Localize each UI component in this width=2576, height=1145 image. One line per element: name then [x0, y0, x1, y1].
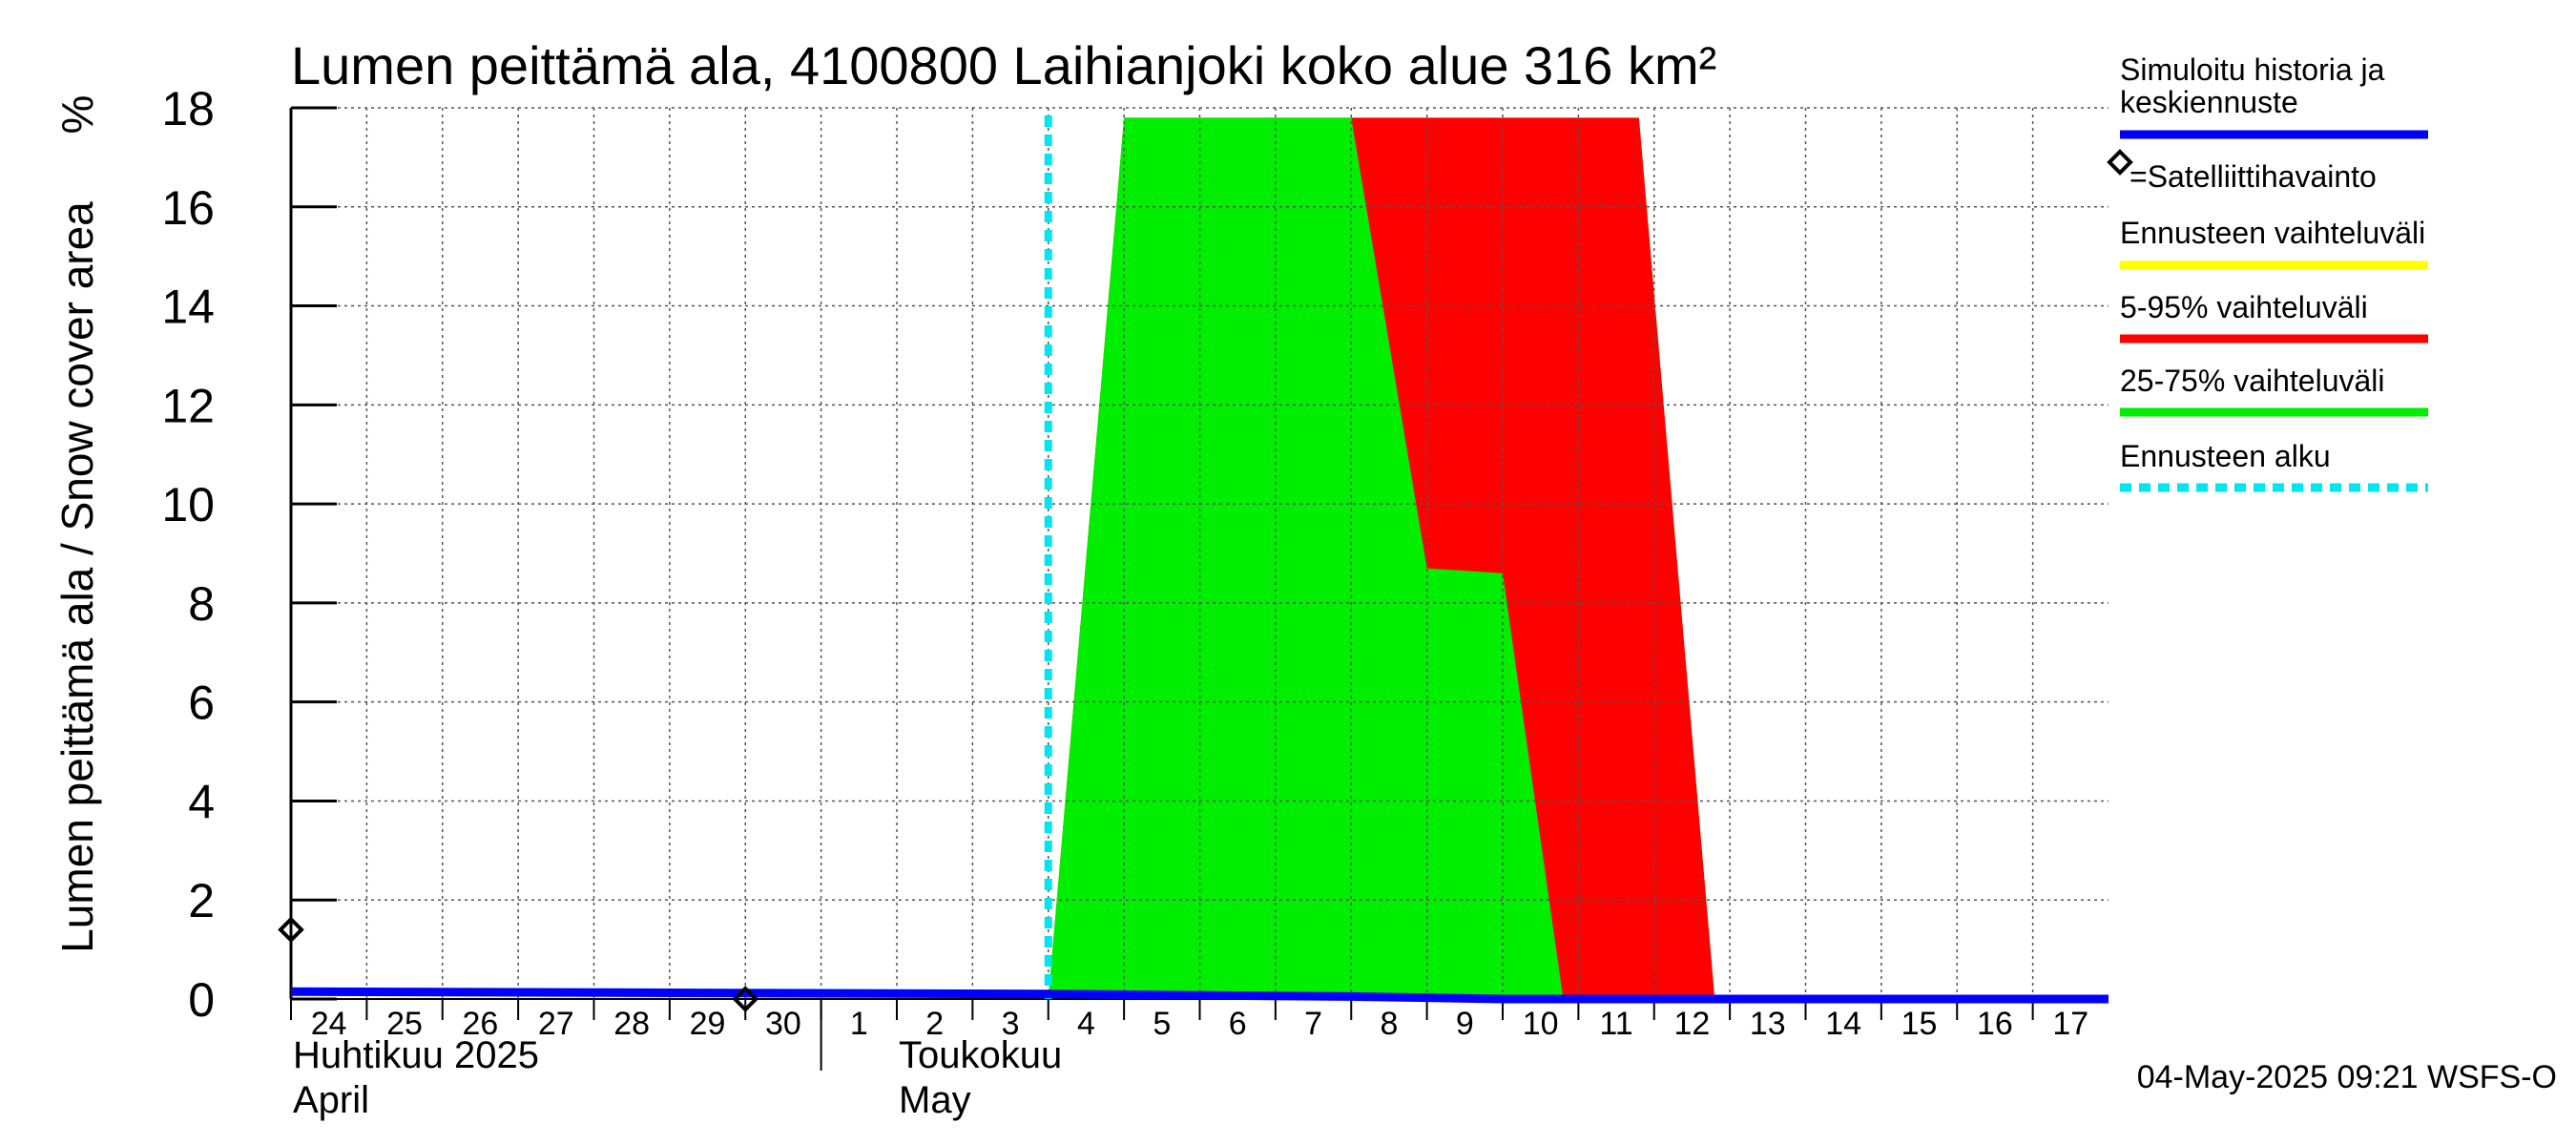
- month-sublabel-1: May: [899, 1079, 971, 1121]
- x-tick-label-20: 14: [1825, 1006, 1861, 1042]
- satellite-observation-0: [278, 916, 304, 944]
- legend-swatch-1: [2107, 149, 2133, 176]
- legend-label-0-line1: Simuloitu historia ja: [2120, 52, 2385, 87]
- month-label-0: Huhtikuu 2025: [293, 1034, 539, 1076]
- y-tick-label-6: 12: [161, 379, 215, 432]
- timestamp: 04-May-2025 09:21 WSFS-O: [2137, 1059, 2557, 1095]
- satellite-observation-1: [732, 986, 759, 1012]
- x-tick-label-9: 3: [1002, 1006, 1020, 1042]
- y-tick-label-0: 0: [188, 973, 215, 1027]
- legend-label-4: 25-75% vaihteluväli: [2120, 364, 2385, 398]
- y-axis-label: Lumen peittämä ala / Snow cover area: [52, 201, 102, 953]
- x-tick-label-10: 4: [1077, 1006, 1095, 1042]
- x-tick-label-17: 11: [1599, 1006, 1632, 1042]
- x-tick-label-1: 25: [386, 1006, 423, 1042]
- band-2: [1048, 117, 1564, 999]
- x-tick-label-8: 2: [925, 1006, 944, 1042]
- x-tick-label-13: 7: [1304, 1006, 1322, 1042]
- chart-title: Lumen peittämä ala, 4100800 Laihianjoki …: [291, 35, 1716, 95]
- x-tick-label-21: 15: [1901, 1006, 1938, 1042]
- y-tick-label-3: 6: [188, 677, 215, 730]
- month-label-1: Toukokuu: [899, 1034, 1062, 1076]
- y-tick-label-5: 10: [161, 478, 215, 531]
- legend-label-2: Ennusteen vaihteluväli: [2120, 216, 2425, 250]
- y-tick-label-8: 16: [161, 181, 215, 235]
- x-tick-label-3: 27: [538, 1006, 574, 1042]
- x-tick-label-16: 10: [1523, 1006, 1559, 1042]
- x-tick-label-2: 26: [463, 1006, 499, 1042]
- y-axis-unit: %: [52, 95, 102, 135]
- month-sublabel-0: April: [293, 1079, 369, 1121]
- x-tick-label-0: 24: [311, 1006, 347, 1042]
- x-tick-label-11: 5: [1153, 1006, 1171, 1042]
- y-tick-label-1: 2: [188, 874, 215, 927]
- x-tick-label-14: 8: [1380, 1006, 1398, 1042]
- x-tick-label-7: 1: [850, 1006, 868, 1042]
- y-tick-label-7: 14: [161, 281, 215, 334]
- x-tick-label-23: 17: [2052, 1006, 2088, 1042]
- legend-label-3: 5-95% vaihteluväli: [2120, 290, 2368, 324]
- x-tick-label-18: 12: [1674, 1006, 1711, 1042]
- x-tick-label-4: 28: [613, 1006, 650, 1042]
- x-tick-label-6: 30: [765, 1006, 801, 1042]
- x-tick-label-19: 13: [1750, 1006, 1786, 1042]
- x-tick-label-15: 9: [1456, 1006, 1474, 1042]
- x-tick-label-5: 29: [690, 1006, 726, 1042]
- y-tick-label-4: 8: [188, 577, 215, 631]
- y-tick-label-9: 18: [161, 82, 215, 135]
- legend-label-5: Ennusteen alku: [2120, 439, 2331, 473]
- legend-label-1: =Satelliittihavainto: [2129, 159, 2377, 194]
- y-tick-label-2: 4: [188, 775, 215, 828]
- x-tick-label-22: 16: [1977, 1006, 2013, 1042]
- series-line-0: [290, 987, 2109, 1004]
- x-tick-label-12: 6: [1229, 1006, 1247, 1042]
- legend-label-0-line2: keskiennuste: [2120, 85, 2298, 119]
